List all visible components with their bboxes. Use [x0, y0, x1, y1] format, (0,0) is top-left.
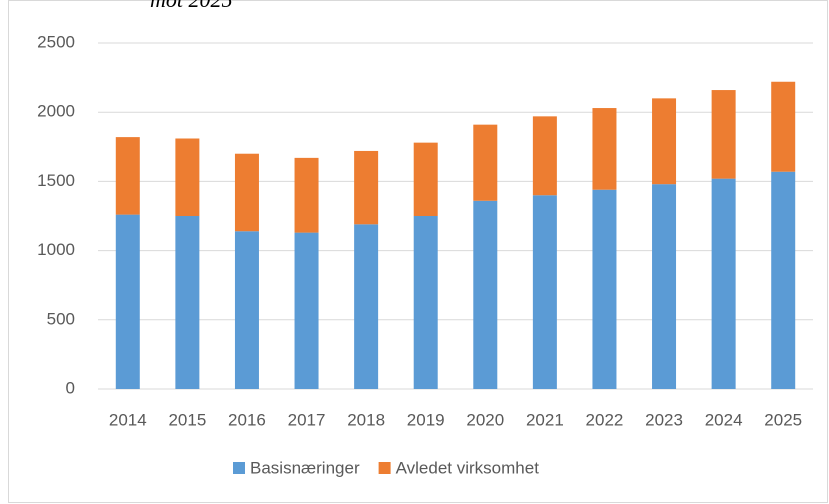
bar-segment [473, 200, 498, 389]
legend-swatch [233, 462, 245, 474]
bar-segment [532, 195, 557, 389]
legend-label: Basisnæringer [250, 458, 360, 477]
bar-segment [175, 216, 200, 389]
y-tick-label: 1000 [37, 240, 75, 259]
x-tick-label: 2024 [705, 410, 743, 429]
bar-segment [711, 178, 736, 389]
bar-segment [175, 138, 200, 216]
chart-title: mot 2025 [150, 0, 233, 12]
y-tick-label: 0 [66, 378, 75, 397]
bar-segment [354, 224, 379, 389]
y-tick-label: 500 [47, 309, 75, 328]
x-tick-label: 2017 [288, 410, 326, 429]
legend-label: Avledet virksomhet [396, 458, 540, 477]
y-tick-label: 1500 [37, 171, 75, 190]
x-tick-label: 2020 [466, 410, 504, 429]
y-tick-label: 2000 [37, 102, 75, 121]
bar-segment [771, 171, 796, 389]
bar-segment [652, 184, 677, 389]
bar-segment [234, 231, 259, 389]
x-tick-label: 2016 [228, 410, 266, 429]
x-tick-label: 2018 [347, 410, 385, 429]
bar-segment [711, 90, 736, 179]
bar-segment [354, 150, 379, 225]
legend-swatch [378, 462, 391, 474]
bar-segment [294, 157, 319, 233]
x-tick-label: 2015 [168, 410, 206, 429]
x-tick-label: 2019 [407, 410, 445, 429]
bar-segment [294, 232, 319, 389]
bar-segment [771, 81, 796, 172]
x-tick-label: 2025 [764, 410, 802, 429]
bar-segment [652, 98, 677, 185]
bar-segment [115, 137, 140, 215]
bar-segment [592, 189, 617, 389]
x-tick-label: 2014 [109, 410, 147, 429]
x-tick-label: 2021 [526, 410, 564, 429]
bar-segment [413, 142, 438, 216]
bar-segment [234, 153, 259, 232]
x-tick-label: 2023 [645, 410, 683, 429]
bar-segment [532, 116, 557, 196]
y-tick-label: 2500 [37, 32, 75, 51]
bar-segment [413, 216, 438, 389]
bar-segment [592, 108, 617, 190]
bar-segment [115, 214, 140, 389]
bar-segment [473, 124, 498, 201]
x-tick-label: 2022 [586, 410, 624, 429]
